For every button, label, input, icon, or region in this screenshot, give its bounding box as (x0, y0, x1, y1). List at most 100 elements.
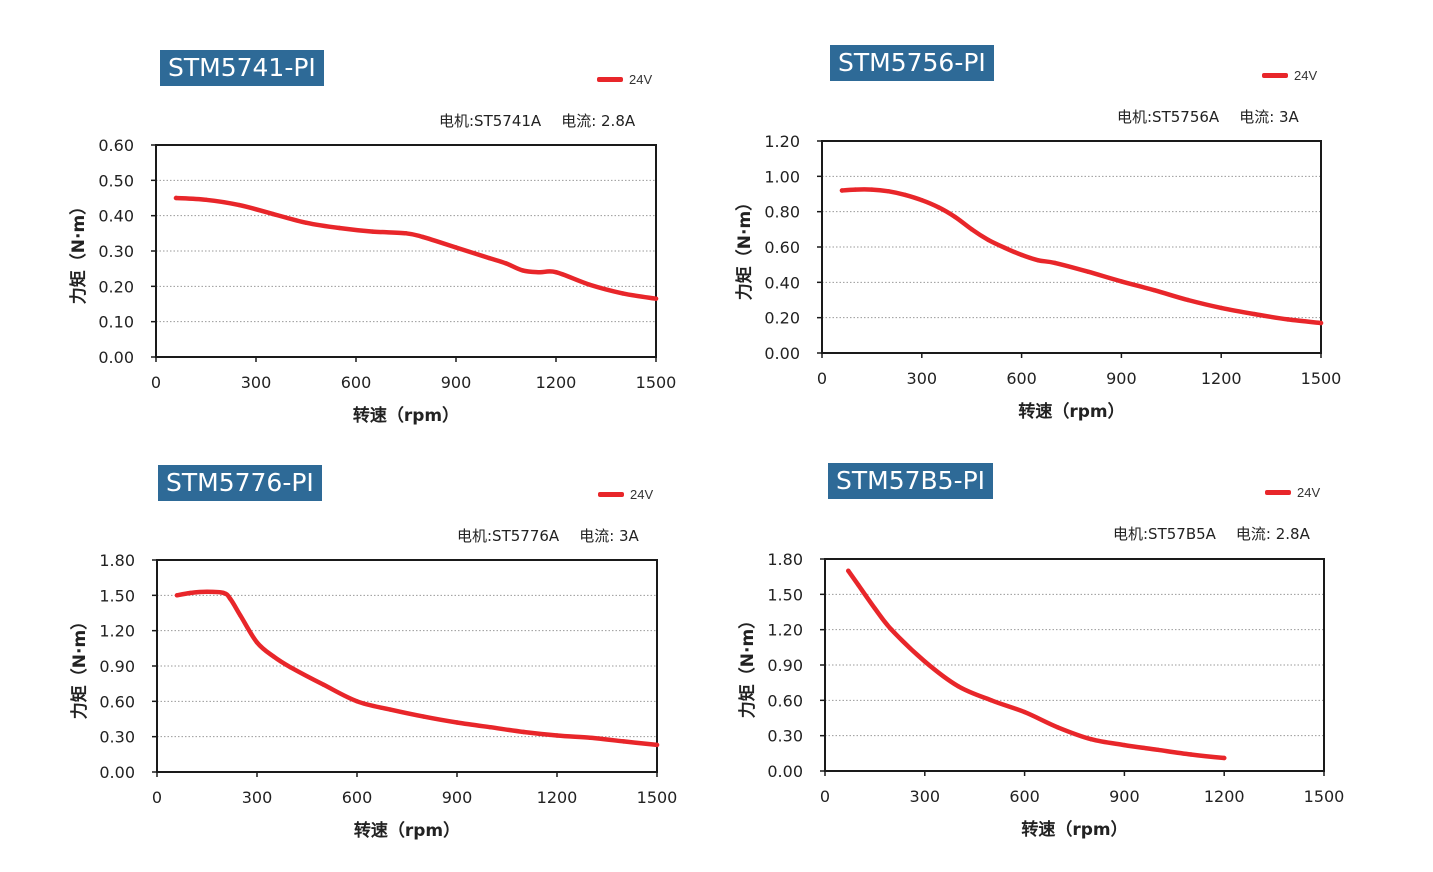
data-point (1122, 742, 1127, 748)
data-point (1252, 311, 1257, 317)
legend-label: 24V (630, 487, 654, 502)
data-point (922, 659, 927, 664)
model-label: STM5756-PI (830, 45, 994, 81)
y-tick-label: 1.20 (764, 132, 800, 151)
data-point (889, 627, 894, 632)
legend: 24V (1262, 68, 1317, 83)
data-point (1318, 320, 1324, 326)
y-axis-title: 力矩（N·m） (737, 612, 758, 718)
data-point (1185, 297, 1191, 303)
data-point (955, 684, 961, 689)
plot-frame (824, 558, 1325, 772)
data-point (321, 682, 326, 687)
data-point (254, 640, 260, 645)
y-axis-title: 力矩（N·m） (734, 194, 755, 300)
current-text: 电流: 3A (579, 527, 639, 545)
data-point (1155, 747, 1160, 752)
data-point (303, 220, 309, 225)
data-point (271, 654, 276, 659)
x-tick-label: 1500 (637, 788, 678, 807)
y-tick-label: 0.20 (98, 277, 134, 296)
data-point (654, 742, 660, 748)
data-point (872, 606, 878, 611)
series-line-24V (173, 195, 659, 301)
plot-frame (155, 144, 657, 358)
data-point (952, 214, 958, 220)
data-point (454, 720, 460, 725)
data-point (453, 245, 459, 250)
motor-model-text: 电机:ST5741A (439, 112, 542, 130)
data-point (620, 291, 625, 296)
y-tick-label: 0.10 (98, 313, 134, 332)
data-point (588, 735, 593, 740)
x-axis-title: 转速（rpm） (1018, 401, 1124, 422)
data-point (238, 613, 243, 618)
data-point (587, 282, 592, 287)
legend-swatch (597, 77, 623, 82)
data-point (237, 202, 242, 208)
y-tick-label: 0.30 (99, 728, 135, 747)
y-tick-label: 1.50 (99, 586, 135, 605)
data-point (388, 707, 393, 712)
data-point (354, 699, 360, 704)
y-tick-label: 0.90 (767, 656, 803, 675)
x-axis-title: 转速（rpm） (354, 820, 460, 841)
legend-label: 24V (1297, 485, 1321, 500)
x-tick-label: 1200 (1201, 369, 1242, 388)
y-axis-title: 力矩（N·m） (68, 198, 89, 304)
x-tick-label: 300 (907, 369, 938, 388)
data-point (488, 725, 493, 730)
data-point (288, 665, 293, 670)
data-point (270, 211, 275, 217)
y-tick-label: 0.00 (764, 344, 800, 363)
current-text: 电流: 2.8A (1235, 525, 1310, 543)
data-point (174, 593, 180, 598)
x-tick-label: 600 (1009, 787, 1040, 806)
data-point (856, 582, 861, 588)
data-point (936, 205, 941, 210)
data-point (204, 589, 210, 594)
data-point (1152, 288, 1157, 293)
x-tick-label: 600 (1006, 369, 1037, 388)
plot-frame (156, 559, 658, 773)
data-point (228, 596, 233, 602)
data-point (1119, 279, 1124, 284)
y-tick-label: 0.40 (764, 273, 800, 292)
motor-info: 电机:ST5741A 电流: 2.8A (439, 110, 635, 131)
series-line-24V (846, 568, 1227, 761)
y-tick-label: 1.20 (99, 622, 135, 641)
x-tick-label: 900 (442, 788, 473, 807)
legend: 24V (597, 72, 652, 87)
y-tick-label: 0.60 (99, 692, 135, 711)
data-point (487, 255, 492, 261)
data-point (420, 234, 425, 240)
data-point (421, 714, 426, 719)
y-tick-label: 0.00 (99, 763, 135, 782)
data-point (1222, 755, 1227, 761)
y-tick-label: 0.80 (764, 203, 800, 222)
current-text: 电流: 3A (1239, 108, 1299, 126)
data-point (839, 188, 845, 193)
y-tick-label: 0.00 (98, 348, 134, 367)
model-label: STM5776-PI (158, 465, 322, 501)
data-point (886, 189, 891, 194)
data-point (621, 739, 626, 744)
x-axis-title: 转速（rpm） (353, 405, 459, 426)
y-tick-label: 1.20 (767, 621, 803, 640)
motor-model-text: 电机:ST5756A (1117, 108, 1220, 126)
data-point (520, 268, 525, 273)
motor-info: 电机:ST5756A 电流: 3A (1117, 106, 1299, 127)
y-tick-label: 1.00 (764, 167, 800, 186)
x-tick-label: 1200 (1204, 787, 1245, 806)
y-tick-label: 0.50 (98, 171, 134, 190)
y-tick-label: 0.60 (98, 136, 134, 155)
data-point (370, 229, 375, 234)
legend: 24V (598, 487, 653, 502)
legend-label: 24V (1294, 68, 1318, 83)
y-tick-label: 1.50 (767, 585, 803, 604)
x-tick-label: 300 (242, 788, 273, 807)
